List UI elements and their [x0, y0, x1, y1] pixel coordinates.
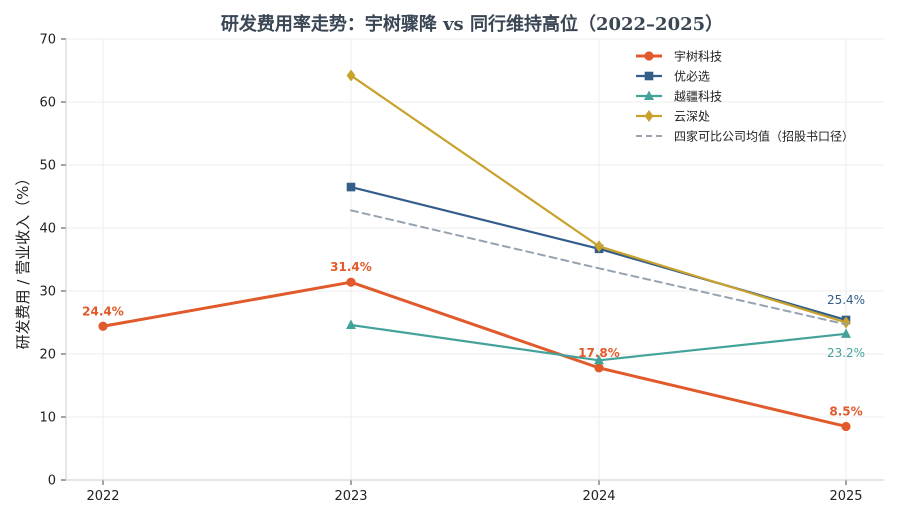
y-tick-label: 0: [48, 474, 56, 489]
tick-labels: 0 10 20 30 40 50 60 70 2022 2023 2024 2025: [39, 33, 862, 505]
y-tick-label: 10: [39, 411, 56, 426]
data-labels: 24.4% 31.4% 17.8% 8.5% 25.4% 23.2%: [82, 260, 865, 418]
y-tick-label: 60: [39, 96, 56, 111]
legend-entry-0: 宇树科技: [636, 49, 722, 64]
y-tick-label: 40: [39, 222, 56, 237]
data-point: [346, 69, 356, 82]
series-0: [98, 277, 851, 432]
chart-title: 研发费用率走势：宇树骤降 vs 同行维持高位（2022–2025）: [221, 13, 723, 35]
data-label: 8.5%: [829, 404, 862, 418]
legend-entry-1: 优必选: [636, 70, 710, 84]
data-point: [594, 354, 604, 365]
legend-marker: [644, 71, 654, 81]
y-tick-label: 50: [39, 159, 56, 174]
y-tick-label: 30: [39, 285, 56, 300]
data-point: [346, 182, 356, 192]
data-point: [841, 421, 851, 432]
data-label: 23.2%: [827, 346, 865, 360]
data-label: 25.4%: [827, 293, 865, 307]
legend-marker: [644, 90, 654, 100]
legend-label: 宇树科技: [674, 49, 722, 64]
x-tick-label: 2023: [334, 489, 367, 504]
legend-entry-2: 越疆科技: [636, 90, 722, 104]
series-line: [101, 280, 848, 428]
legend-label: 越疆科技: [674, 90, 722, 104]
legend-label: 四家可比公司均值（招股书口径）: [674, 129, 854, 144]
data-point: [841, 316, 851, 329]
data-point: [346, 319, 356, 330]
grid-lines: [66, 38, 884, 481]
x-tick-label: 2022: [86, 489, 119, 504]
x-tick-label: 2024: [582, 489, 615, 504]
data-label: 17.8%: [578, 346, 620, 360]
x-tick-label: 2025: [829, 489, 862, 504]
data-point: [98, 321, 108, 331]
series-2: [346, 319, 851, 365]
data-point: [594, 363, 604, 373]
legend-label: 云深处: [674, 110, 710, 124]
y-tick-label: 70: [39, 33, 56, 48]
data-label: 31.4%: [330, 260, 372, 274]
y-tick-label: 20: [39, 348, 56, 363]
legend-entry-3: 云深处: [636, 110, 710, 124]
legend-marker: [644, 51, 654, 61]
axes: [61, 38, 884, 485]
data-point: [594, 240, 604, 253]
data-point: [346, 277, 356, 287]
series-4: [350, 209, 847, 326]
data-point: [841, 328, 851, 338]
series-3: [346, 69, 851, 329]
legend-entry-4: 四家可比公司均值（招股书口径）: [636, 129, 854, 144]
y-axis-label: 研发费用 / 营业收入（%）: [14, 171, 32, 350]
data-label: 24.4%: [82, 304, 124, 318]
legend-label: 优必选: [674, 70, 710, 84]
legend-marker: [644, 110, 654, 122]
series-line: [350, 209, 847, 326]
series-layer: [98, 69, 851, 432]
